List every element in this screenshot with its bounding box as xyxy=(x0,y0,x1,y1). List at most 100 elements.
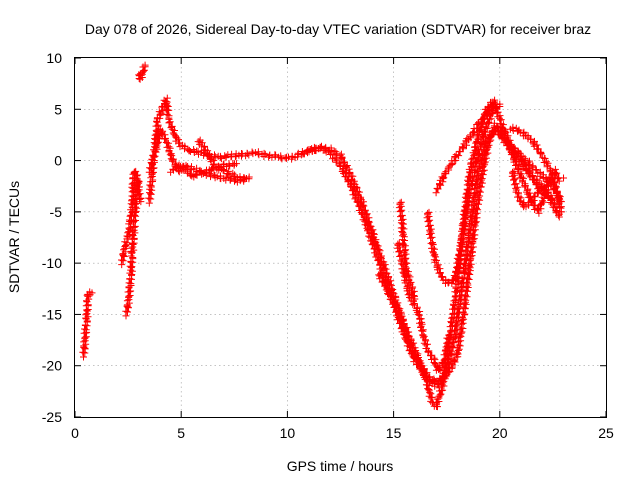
chart-title: Day 078 of 2026, Sidereal Day-to-day VTE… xyxy=(85,21,591,37)
data-point-markers xyxy=(231,150,246,161)
series-seg1 xyxy=(79,288,96,361)
series-seg12 xyxy=(395,198,419,303)
data-point-markers xyxy=(463,169,479,206)
y-tick-label: 0 xyxy=(54,153,62,169)
data-points xyxy=(79,61,568,411)
data-point-markers xyxy=(337,150,354,178)
data-point-markers xyxy=(440,333,454,364)
data-point-marker xyxy=(135,177,143,185)
data-point-marker xyxy=(492,100,500,108)
series-seg16 xyxy=(506,123,565,216)
data-point-markers xyxy=(459,261,474,318)
series-seg13 xyxy=(423,100,504,287)
y-tick-labels: 10 5 0 -5 -10 -15 -20 -25 xyxy=(42,50,62,425)
data-point-markers xyxy=(197,165,215,177)
data-point-markers xyxy=(435,358,447,374)
data-point-markers xyxy=(528,162,544,180)
series-seg4 xyxy=(135,61,149,83)
y-tick-label: -10 xyxy=(42,255,62,271)
y-axis-title: SDTVAR / TECUs xyxy=(6,181,22,293)
data-point-markers xyxy=(168,125,181,142)
data-point-markers xyxy=(453,311,468,358)
data-point-markers xyxy=(470,141,485,175)
data-point-markers xyxy=(496,126,509,142)
data-point-markers xyxy=(522,161,540,184)
data-point-markers xyxy=(161,135,177,163)
x-axis-title: GPS time / hours xyxy=(287,458,394,474)
data-point-markers xyxy=(417,361,434,385)
data-point-markers xyxy=(430,356,442,374)
x-tick-label: 25 xyxy=(598,425,614,441)
x-tick-label: 5 xyxy=(177,425,185,441)
data-point-markers xyxy=(401,263,415,286)
data-point-markers xyxy=(410,300,424,316)
y-tick-label: -15 xyxy=(42,306,62,322)
series-seg8 xyxy=(194,136,249,184)
x-tick-label: 0 xyxy=(71,425,79,441)
series-seg18 xyxy=(560,174,568,182)
data-point-markers xyxy=(434,367,450,392)
data-point-markers xyxy=(508,167,521,194)
data-point-marker xyxy=(560,174,568,182)
data-point-markers xyxy=(82,292,93,323)
x-tick-label: 20 xyxy=(492,425,508,441)
x-tick-label: 15 xyxy=(386,425,402,441)
series-seg3 xyxy=(122,177,143,320)
data-point-markers xyxy=(123,282,135,309)
data-point-marker xyxy=(232,160,240,168)
data-point-markers xyxy=(459,208,477,277)
series-seg5 xyxy=(145,94,563,411)
y-tick-label: -25 xyxy=(42,409,62,425)
series-seg14 xyxy=(432,100,500,197)
data-point-marker xyxy=(555,213,563,221)
data-point-markers xyxy=(127,218,139,256)
data-point-markers xyxy=(442,153,460,176)
data-point-markers xyxy=(145,178,156,207)
data-point-markers xyxy=(468,167,483,215)
data-point-markers xyxy=(80,328,91,350)
data-point-markers xyxy=(457,200,473,248)
y-tick-label: 10 xyxy=(46,50,62,66)
data-point-markers xyxy=(125,249,137,288)
y-tick-label: 5 xyxy=(54,101,62,117)
data-point-marker xyxy=(411,295,419,303)
data-point-markers xyxy=(347,182,366,214)
data-point-markers xyxy=(546,166,561,195)
data-point-markers xyxy=(375,270,392,298)
x-tick-labels: 0 5 10 15 20 25 xyxy=(71,425,614,441)
data-point-markers xyxy=(357,209,376,245)
series-seg11 xyxy=(394,239,454,374)
data-point-markers xyxy=(414,310,427,339)
data-point-marker xyxy=(88,289,96,297)
data-point-marker xyxy=(241,175,249,183)
data-point-markers xyxy=(325,147,344,169)
data-point-markers xyxy=(423,208,436,246)
data-point-marker xyxy=(557,208,565,216)
data-point-markers xyxy=(427,239,440,264)
axis-ticks xyxy=(74,57,607,418)
data-point-markers xyxy=(552,187,565,216)
plot-frame xyxy=(74,57,607,418)
data-point-markers xyxy=(506,123,523,135)
data-point-markers xyxy=(368,239,387,277)
data-point-markers xyxy=(451,270,468,339)
data-point-marker xyxy=(137,198,145,206)
data-point-marker xyxy=(538,182,546,190)
data-point-markers xyxy=(130,167,141,180)
series-seg17 xyxy=(508,167,546,211)
data-point-markers xyxy=(534,200,546,217)
data-point-markers xyxy=(216,150,236,163)
data-point-markers xyxy=(485,101,497,114)
data-point-marker xyxy=(555,177,563,185)
data-point-markers xyxy=(463,121,482,144)
data-point-markers xyxy=(432,169,450,197)
data-point-markers xyxy=(477,122,491,148)
data-point-markers xyxy=(395,310,415,349)
data-point-markers xyxy=(145,148,160,176)
y-tick-label: -20 xyxy=(42,358,62,374)
data-point-markers xyxy=(177,162,196,180)
data-point-markers xyxy=(167,161,183,176)
data-point-markers xyxy=(538,177,552,206)
data-point-marker xyxy=(141,61,149,69)
